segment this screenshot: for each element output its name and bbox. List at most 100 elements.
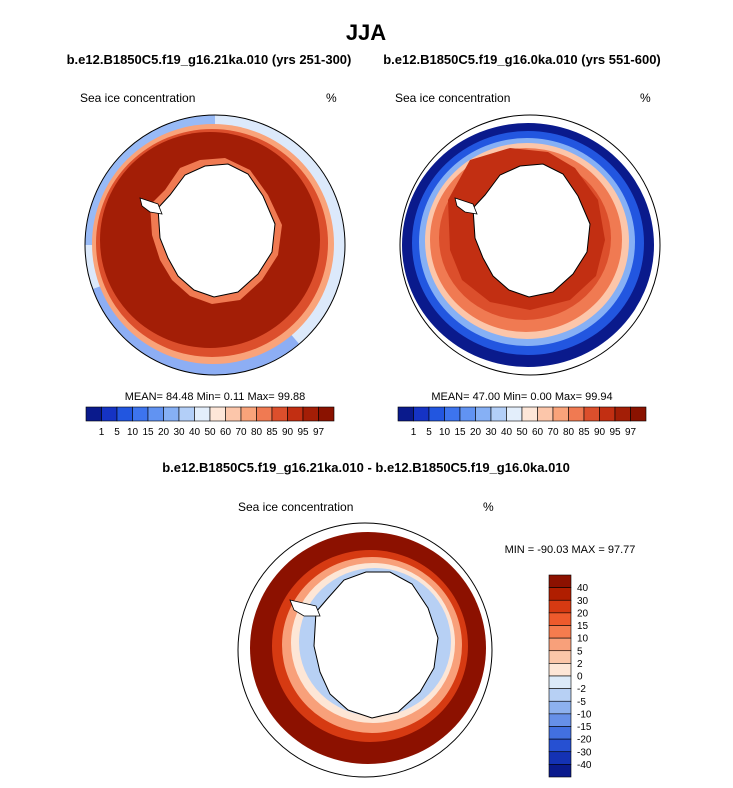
panel1-colorbar-swatch	[271, 406, 288, 422]
panel3-colorbar-swatch	[548, 726, 572, 740]
panel2-colorbar-tick-label: 1	[411, 427, 417, 438]
panel3-colorbar-swatch	[548, 612, 572, 626]
panel1-colorbar-tick-label: 10	[127, 427, 139, 438]
p3-antarctica	[313, 571, 439, 719]
panel2-title: b.e12.B1850C5.f19_g16.0ka.010 (yrs 551-6…	[383, 52, 661, 67]
panel3-colorbar-swatch	[548, 587, 572, 601]
panel3-colorbar-tick-label: 20	[577, 608, 589, 619]
panel3-colorbar-swatch	[548, 713, 572, 727]
panel1-colorbar: 1 5 10 15 20 30 40 50 60 70 80 85 90 95 97	[85, 406, 335, 438]
panel1-colorbar-tick-label: 1	[99, 427, 105, 438]
panel1-colorbar-swatch	[147, 406, 164, 422]
panel2-units: %	[640, 91, 651, 105]
panel1-border	[84, 114, 346, 376]
panel2-colorbar-swatch	[490, 406, 507, 422]
panel1-colorbar-tick-label: 80	[251, 427, 263, 438]
panel2-colorbar-tick-label: 50	[516, 427, 528, 438]
panel3-colorbar-swatch	[548, 675, 572, 689]
panel2-colorbar-tick-label: 30	[485, 427, 497, 438]
panel3-colorbar-tick-label: 15	[577, 621, 589, 632]
panel2-colorbar-swatch	[506, 406, 523, 422]
panel2-colorbar-swatch	[599, 406, 616, 422]
panel3-colorbar-swatch	[548, 764, 572, 778]
panel1-colorbar-tick-label: 97	[313, 427, 325, 438]
panel1-colorbar-tick-label: 70	[235, 427, 247, 438]
panel1-colorbar-swatch	[85, 406, 102, 422]
panel2-border	[399, 114, 661, 376]
panel2-map	[400, 115, 660, 375]
panel3-title: b.e12.B1850C5.f19_g16.21ka.010 - b.e12.B…	[162, 460, 570, 475]
panel1-colorbar-swatch	[101, 406, 118, 422]
panel1-stats: MEAN= 84.48 Min= 0.11 Max= 99.88	[125, 391, 306, 403]
panel1-colorbar-swatch	[225, 406, 242, 422]
panel3-colorbar-swatch	[548, 738, 572, 753]
panel2-colorbar-tick-label: 70	[547, 427, 559, 438]
p1-antarctica	[157, 163, 276, 298]
panel2-colorbar-swatch	[444, 406, 461, 422]
panel3-colorbar-tick-label: 10	[577, 634, 589, 645]
panel2-colorbar-swatch	[614, 406, 631, 422]
panel2-colorbar-swatch	[459, 406, 476, 422]
p2-antarctica	[472, 163, 591, 298]
panel3-colorbar-tick-label: 5	[577, 646, 583, 657]
panel3-colorbar-swatch	[548, 663, 572, 677]
panel1-colorbar-swatch	[116, 406, 133, 422]
panel1-colorbar-tick-label: 50	[204, 427, 216, 438]
panel3-colorbar-swatch	[548, 599, 572, 614]
panel2-field-label: Sea ice concentration	[395, 91, 510, 105]
panel3-colorbar-tick-label: -15	[577, 722, 592, 733]
panel1-colorbar-tick-label: 15	[142, 427, 154, 438]
panel1-colorbar-tick-label: 40	[189, 427, 201, 438]
panel2-colorbar-tick-label: 15	[454, 427, 466, 438]
panel2-colorbar-tick-label: 80	[563, 427, 575, 438]
panel3-units: %	[483, 500, 494, 514]
panel2-colorbar-swatch	[552, 406, 569, 422]
panel2-colorbar-tick-label: 5	[426, 427, 432, 438]
panel2-colorbar-swatch	[521, 406, 538, 422]
panel2-colorbar-swatch	[475, 406, 492, 422]
panel1-colorbar-swatch	[240, 406, 257, 422]
panel1-colorbar-swatch	[209, 406, 226, 422]
panel2-colorbar-swatch	[630, 406, 647, 422]
panel3-field-label: Sea ice concentration	[238, 500, 353, 514]
panel3-colorbar-tick-label: -30	[577, 747, 592, 758]
panel3-colorbar-tick-label: 40	[577, 583, 589, 594]
panel1-map	[85, 115, 345, 375]
panel1-colorbar-swatch	[132, 406, 149, 422]
panel3-map	[238, 523, 492, 777]
panel2-colorbar-swatch	[568, 406, 585, 422]
panel1-colorbar-tick-label: 20	[158, 427, 170, 438]
panel3-colorbar-swatch	[548, 751, 572, 765]
panel2-colorbar-tick-label: 40	[501, 427, 513, 438]
panel1-field-label: Sea ice concentration	[80, 91, 195, 105]
panel2-colorbar-tick-label: 97	[625, 427, 637, 438]
panel3-colorbar-tick-label: 2	[577, 659, 583, 670]
panel3-colorbar-tick-label: -2	[577, 684, 586, 695]
panel1-colorbar-tick-label: 30	[173, 427, 185, 438]
panel3-stats: MIN = -90.03 MAX = 97.77	[505, 544, 636, 556]
panel2-colorbar-tick-label: 20	[470, 427, 482, 438]
panel1-colorbar-tick-label: 90	[282, 427, 294, 438]
panel1-colorbar-tick-label: 95	[297, 427, 309, 438]
panel1-colorbar-swatch	[178, 406, 195, 422]
panel3-border	[237, 522, 493, 778]
panel3-colorbar-tick-label: -40	[577, 760, 592, 771]
panel2-colorbar-tick-label: 60	[532, 427, 544, 438]
panel3-colorbar-swatch	[548, 650, 572, 664]
panel2-colorbar-swatch	[428, 406, 445, 422]
panel1-colorbar-tick-label: 5	[114, 427, 120, 438]
panel1-colorbar-swatch	[256, 406, 273, 422]
panel3-colorbar-tick-label: 30	[577, 596, 589, 607]
page-title: JJA	[346, 20, 386, 45]
p2-peninsula	[454, 197, 478, 215]
panel3-colorbar-swatch	[548, 574, 572, 588]
panel2-stats: MEAN= 47.00 Min= 0.00 Max= 99.94	[431, 391, 612, 403]
panel1-units: %	[326, 91, 337, 105]
p1-peninsula	[139, 197, 163, 215]
panel3-colorbar-swatch	[548, 700, 572, 715]
panel3-colorbar-swatch	[548, 625, 572, 639]
panel2-colorbar-tick-label: 10	[439, 427, 451, 438]
panel1-colorbar-tick-label: 85	[266, 427, 278, 438]
panel3-colorbar-swatch	[548, 688, 572, 702]
